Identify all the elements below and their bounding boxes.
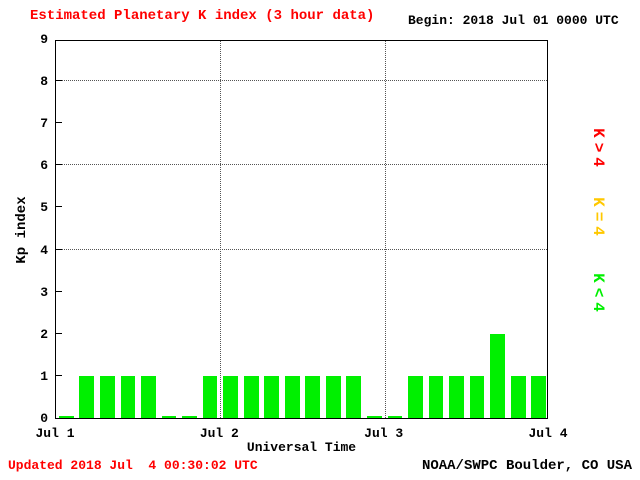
kp-bar (243, 375, 259, 418)
y-tick-label: 0 (40, 411, 48, 426)
kp-bar (161, 416, 177, 418)
plot-area (55, 40, 548, 419)
kp-bar (182, 416, 197, 418)
x-tick-label: Jul 1 (35, 426, 75, 441)
y-tick-label: 2 (40, 326, 48, 342)
kp-bar (120, 375, 136, 418)
kp-bar (510, 375, 526, 418)
gridline-horizontal (56, 164, 547, 166)
y-tick-label: 5 (40, 200, 48, 216)
kp-bar (367, 416, 382, 418)
kp-bar (141, 375, 156, 418)
x-tick-label: Jul 2 (199, 426, 239, 441)
x-tick-label: Jul 3 (364, 426, 404, 441)
kp-bar (202, 375, 218, 418)
y-tick-label: 3 (40, 284, 48, 300)
legend-item: K=4 (589, 197, 607, 241)
kp-bar (325, 375, 341, 418)
y-tick-mark (56, 122, 62, 124)
kp-bar (490, 333, 506, 418)
gridline-horizontal (56, 248, 547, 250)
y-tick-mark (56, 248, 62, 250)
kp-bar (305, 375, 321, 418)
y-tick-label: 7 (40, 116, 48, 132)
kp-bar (58, 416, 74, 418)
x-axis-label: Universal Time (246, 440, 357, 455)
y-tick-mark (56, 332, 62, 334)
kp-bar (449, 375, 464, 418)
gridline-day (220, 41, 222, 418)
chart-title: Estimated Planetary K index (3 hour data… (30, 8, 375, 24)
gridline-day (384, 41, 386, 418)
updated-label: Updated 2018 Jul 4 00:30:02 UTC (8, 458, 258, 473)
kp-bar (387, 416, 403, 418)
kp-bar (531, 375, 547, 418)
kp-bar (264, 375, 280, 418)
kp-bar (223, 375, 238, 418)
y-tick-label: 1 (40, 368, 48, 384)
kp-bar (99, 375, 115, 418)
kp-bar (284, 375, 300, 418)
legend-item: K>4 (589, 128, 607, 172)
y-axis-label: Kp index (14, 196, 30, 264)
y-tick-label: 4 (40, 242, 48, 258)
kp-bar (346, 375, 362, 418)
source-label: NOAA/SWPC Boulder, CO USA (421, 458, 632, 474)
gridline-horizontal (56, 80, 547, 82)
kp-bar (408, 375, 423, 418)
y-tick-mark (56, 206, 62, 208)
legend-item: K<4 (589, 273, 607, 317)
kp-bar (469, 375, 485, 418)
kp-bar (79, 375, 95, 418)
x-tick-label: Jul 4 (528, 426, 568, 441)
y-tick-label: 6 (40, 158, 48, 174)
y-tick-mark (56, 374, 62, 376)
y-tick-mark (56, 290, 62, 292)
begin-label: Begin: 2018 Jul 01 0000 UTC (408, 13, 619, 28)
y-tick-mark (56, 80, 62, 82)
y-tick-mark (56, 164, 62, 166)
y-tick-label: 8 (40, 74, 48, 90)
y-tick-label: 9 (40, 32, 48, 47)
kp-bar (428, 375, 444, 418)
